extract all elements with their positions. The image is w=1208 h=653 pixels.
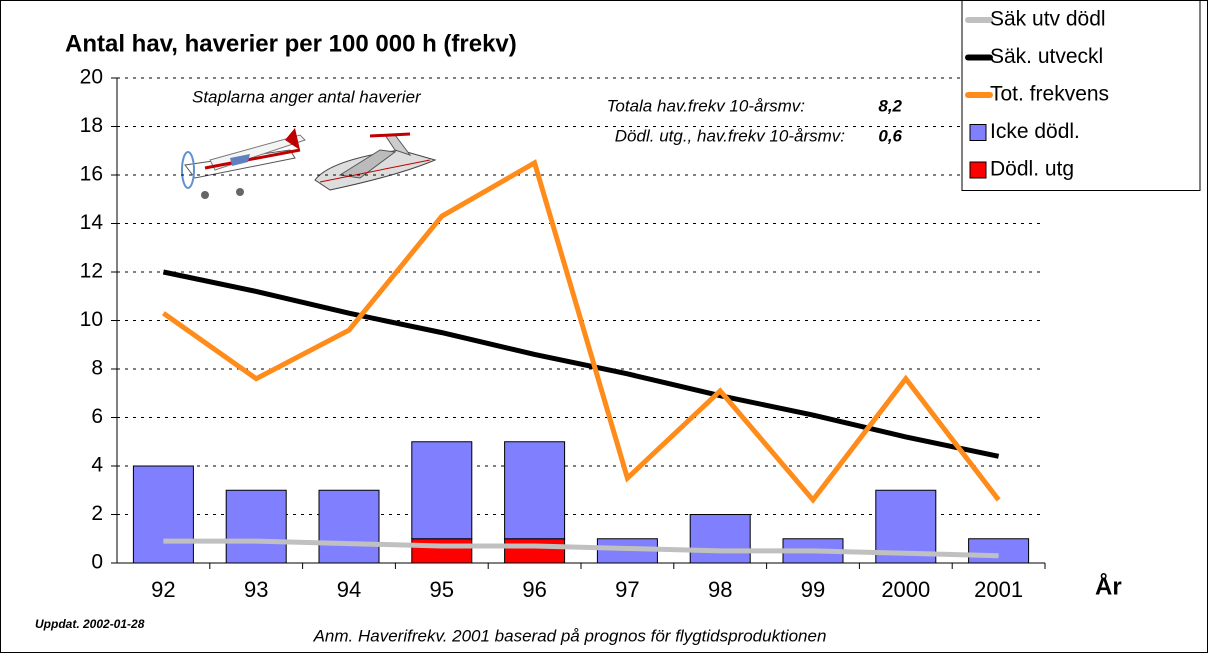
x-tick-label: 95 <box>430 577 454 602</box>
legend-swatch <box>969 124 987 141</box>
bar <box>968 538 1030 564</box>
legend-box <box>961 0 1201 191</box>
annotation: 0,6 <box>878 126 902 145</box>
y-tick-label: 0 <box>91 551 103 574</box>
legend-swatch <box>969 161 987 179</box>
y-tick-label: 2 <box>91 502 103 525</box>
x-axis-label: År <box>1095 572 1122 600</box>
bar <box>504 441 566 540</box>
y-tick-label: 12 <box>80 260 103 283</box>
y-tick-label: 4 <box>91 454 103 477</box>
legend-label: Icke dödl. <box>990 120 1080 143</box>
bar <box>504 538 566 564</box>
line-series <box>162 269 1000 459</box>
x-tick-label: 97 <box>615 577 639 602</box>
y-tick-label: 8 <box>91 357 103 380</box>
y-tick-label: 16 <box>80 163 103 186</box>
annotation: Totala hav.frekv 10-årsmv: <box>607 96 806 115</box>
x-tick-label: 92 <box>151 577 175 602</box>
small-plane-icon <box>181 128 306 199</box>
x-tick-label: 94 <box>337 577 361 602</box>
legend-label: Säk. utveckl <box>990 45 1103 68</box>
y-tick-label: 20 <box>80 66 103 89</box>
x-tick-label: 93 <box>244 577 268 602</box>
legend-label: Dödl. utg <box>990 158 1074 181</box>
x-tick-label: 99 <box>801 577 825 602</box>
bar <box>132 465 194 564</box>
bar <box>411 538 473 564</box>
legend-label: Tot. frekvens <box>990 83 1109 106</box>
x-tick-label: 98 <box>708 577 732 602</box>
line-series <box>163 538 999 559</box>
legend-label: Säk utv dödl <box>990 8 1106 31</box>
y-tick-label: 10 <box>80 308 103 331</box>
y-tick-label: 6 <box>91 405 103 428</box>
annotation: Staplarna anger antal haverier <box>192 87 422 106</box>
bar <box>225 489 287 564</box>
annotation: 8,2 <box>878 96 902 115</box>
x-tick-label: 2001 <box>974 577 1023 602</box>
y-tick-label: 14 <box>80 211 104 234</box>
bar <box>689 514 751 564</box>
x-tick-label: 96 <box>522 577 546 602</box>
line-series <box>161 159 1001 504</box>
x-tick-label: 2000 <box>881 577 930 602</box>
jet-plane-icon <box>314 132 437 191</box>
updated-note: Uppdat. 2002-01-28 <box>35 617 145 631</box>
bar <box>318 489 380 564</box>
y-tick-label: 18 <box>80 114 103 137</box>
bar <box>411 441 473 540</box>
annotation: Dödl. utg., hav.frekv 10-årsmv: <box>615 126 845 145</box>
footnote: Anm. Haverifrekv. 2001 baserad på progno… <box>313 626 827 645</box>
chart-title: Antal hav, haverier per 100 000 h (frekv… <box>65 30 517 57</box>
